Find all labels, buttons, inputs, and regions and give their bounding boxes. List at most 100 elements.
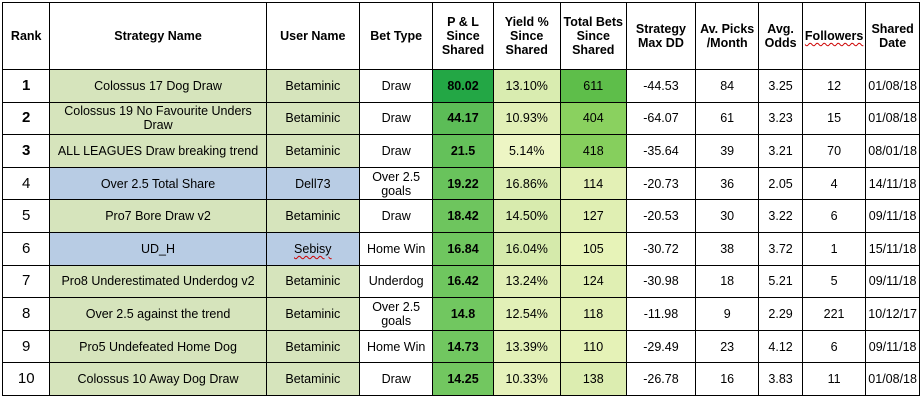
picks-month-cell: 61 bbox=[695, 101, 760, 136]
avg-odds-cell: 2.05 bbox=[758, 166, 803, 201]
pl-cell: 18.42 bbox=[432, 199, 494, 233]
pl-cell: 14.73 bbox=[432, 329, 494, 364]
followers-cell: 6 bbox=[801, 199, 867, 233]
user-name-cell: Betaminic bbox=[265, 69, 360, 103]
pl-cell: 14.25 bbox=[432, 362, 494, 396]
bet-type-cell: Underdog bbox=[358, 264, 434, 299]
table-row: 5 Pro7 Bore Draw v2 Betaminic Draw 18.42 14.5… bbox=[1, 199, 920, 233]
shared-date-cell: 01/08/18 bbox=[865, 362, 920, 396]
max-dd-cell: -26.78 bbox=[625, 362, 697, 396]
table-row: 1 Colossus 17 Dog Draw Betaminic Draw 80.02 1… bbox=[1, 69, 920, 103]
header-avg-odds: Avg. Odds bbox=[758, 2, 803, 70]
picks-month-cell: 9 bbox=[695, 297, 760, 331]
picks-month-cell: 84 bbox=[695, 69, 760, 103]
followers-cell: 15 bbox=[801, 101, 867, 136]
user-name-cell: Betaminic bbox=[265, 199, 360, 233]
header-pl: P & L Since Shared bbox=[432, 2, 494, 70]
max-dd-cell: -30.98 bbox=[625, 264, 697, 299]
table-row: 10 Colossus 10 Away Dog Draw Betaminic Draw… bbox=[1, 362, 920, 396]
rank-cell: 3 bbox=[1, 134, 51, 168]
rank-cell: 4 bbox=[1, 166, 51, 201]
yield-cell: 13.24% bbox=[492, 264, 561, 299]
pl-cell: 19.22 bbox=[432, 166, 494, 201]
pl-cell: 21.5 bbox=[432, 134, 494, 168]
strategy-name-cell: Pro7 Bore Draw v2 bbox=[49, 199, 267, 233]
user-name-cell: Betaminic bbox=[265, 297, 360, 331]
bet-type-cell: Draw bbox=[358, 134, 434, 168]
header-bet-type: Bet Type bbox=[358, 2, 434, 70]
bet-type-cell: Draw bbox=[358, 199, 434, 233]
header-followers-label: Followers bbox=[804, 29, 864, 43]
avg-odds-cell: 4.12 bbox=[758, 329, 803, 364]
yield-cell: 16.04% bbox=[492, 231, 561, 266]
header-picks-month: Av. Picks /Month bbox=[695, 2, 760, 70]
avg-odds-cell: 2.29 bbox=[758, 297, 803, 331]
table-row: 4 Over 2.5 Total Share Dell73 Over 2.5 goal… bbox=[1, 166, 920, 201]
yield-cell: 13.10% bbox=[492, 69, 561, 103]
user-name-cell: Dell73 bbox=[265, 166, 360, 201]
strategy-name-cell: Over 2.5 against the trend bbox=[49, 297, 267, 331]
pl-cell: 80.02 bbox=[432, 69, 494, 103]
table-row: 7 Pro8 Underestimated Underdog v2 Betamini… bbox=[1, 264, 920, 299]
rank-cell: 8 bbox=[1, 297, 51, 331]
followers-cell: 11 bbox=[801, 362, 867, 396]
user-name-cell: Betaminic bbox=[265, 134, 360, 168]
bet-type-cell: Over 2.5 goals bbox=[358, 166, 434, 201]
strategy-name-cell: ALL LEAGUES Draw breaking trend bbox=[49, 134, 267, 168]
rank-cell: 2 bbox=[1, 101, 51, 136]
strategy-name-cell: Pro8 Underestimated Underdog v2 bbox=[49, 264, 267, 299]
rank-cell: 5 bbox=[1, 199, 51, 233]
rank-cell: 10 bbox=[1, 362, 51, 396]
table-row: 2 Colossus 19 No Favourite Unders Draw Bet… bbox=[1, 101, 920, 136]
avg-odds-cell: 3.23 bbox=[758, 101, 803, 136]
followers-cell: 221 bbox=[801, 297, 867, 331]
strategy-name-cell: Over 2.5 Total Share bbox=[49, 166, 267, 201]
table-header-row: Rank Strategy Name User Name Bet Type P … bbox=[1, 2, 920, 70]
table-row: 9 Pro5 Undefeated Home Dog Betaminic Home W… bbox=[1, 329, 920, 364]
max-dd-cell: -64.07 bbox=[625, 101, 697, 136]
picks-month-cell: 36 bbox=[695, 166, 760, 201]
header-strategy-name: Strategy Name bbox=[49, 2, 267, 70]
shared-date-cell: 09/11/18 bbox=[865, 329, 920, 364]
shared-date-cell: 09/11/18 bbox=[865, 199, 920, 233]
shared-date-cell: 01/08/18 bbox=[865, 69, 920, 103]
total-bets-cell: 118 bbox=[559, 297, 627, 331]
avg-odds-cell: 3.83 bbox=[758, 362, 803, 396]
user-name-cell: Betaminic bbox=[265, 101, 360, 136]
yield-cell: 13.39% bbox=[492, 329, 561, 364]
header-max-dd: Strategy Max DD bbox=[625, 2, 697, 70]
user-name-cell: Betaminic bbox=[265, 264, 360, 299]
max-dd-cell: -29.49 bbox=[625, 329, 697, 364]
followers-cell: 5 bbox=[801, 264, 867, 299]
pl-cell: 16.42 bbox=[432, 264, 494, 299]
followers-cell: 12 bbox=[801, 69, 867, 103]
table-row: 8 Over 2.5 against the trend Betaminic Over… bbox=[1, 297, 920, 331]
pl-cell: 16.84 bbox=[432, 231, 494, 266]
strategy-name-cell: UD_H bbox=[49, 231, 267, 266]
max-dd-cell: -20.73 bbox=[625, 166, 697, 201]
total-bets-cell: 138 bbox=[559, 362, 627, 396]
max-dd-cell: -30.72 bbox=[625, 231, 697, 266]
max-dd-cell: -35.64 bbox=[625, 134, 697, 168]
bet-type-cell: Over 2.5 goals bbox=[358, 297, 434, 331]
max-dd-cell: -20.53 bbox=[625, 199, 697, 233]
shared-date-cell: 14/11/18 bbox=[865, 166, 920, 201]
header-user-name: User Name bbox=[265, 2, 360, 70]
avg-odds-cell: 3.72 bbox=[758, 231, 803, 266]
yield-cell: 5.14% bbox=[492, 134, 561, 168]
shared-date-cell: 15/11/18 bbox=[865, 231, 920, 266]
picks-month-cell: 38 bbox=[695, 231, 760, 266]
picks-month-cell: 16 bbox=[695, 362, 760, 396]
bet-type-cell: Home Win bbox=[358, 329, 434, 364]
max-dd-cell: -11.98 bbox=[625, 297, 697, 331]
table-row: 6 UD_H Sebisy Home Win 16.84 16.04% 105 -30.72 3… bbox=[1, 231, 920, 266]
followers-cell: 6 bbox=[801, 329, 867, 364]
rank-cell: 6 bbox=[1, 231, 51, 266]
strategy-name-cell: Colossus 10 Away Dog Draw bbox=[49, 362, 267, 396]
bet-type-cell: Draw bbox=[358, 101, 434, 136]
bet-type-cell: Home Win bbox=[358, 231, 434, 266]
yield-cell: 10.33% bbox=[492, 362, 561, 396]
total-bets-cell: 105 bbox=[559, 231, 627, 266]
shared-date-cell: 01/08/18 bbox=[865, 101, 920, 136]
shared-date-cell: 10/12/17 bbox=[865, 297, 920, 331]
